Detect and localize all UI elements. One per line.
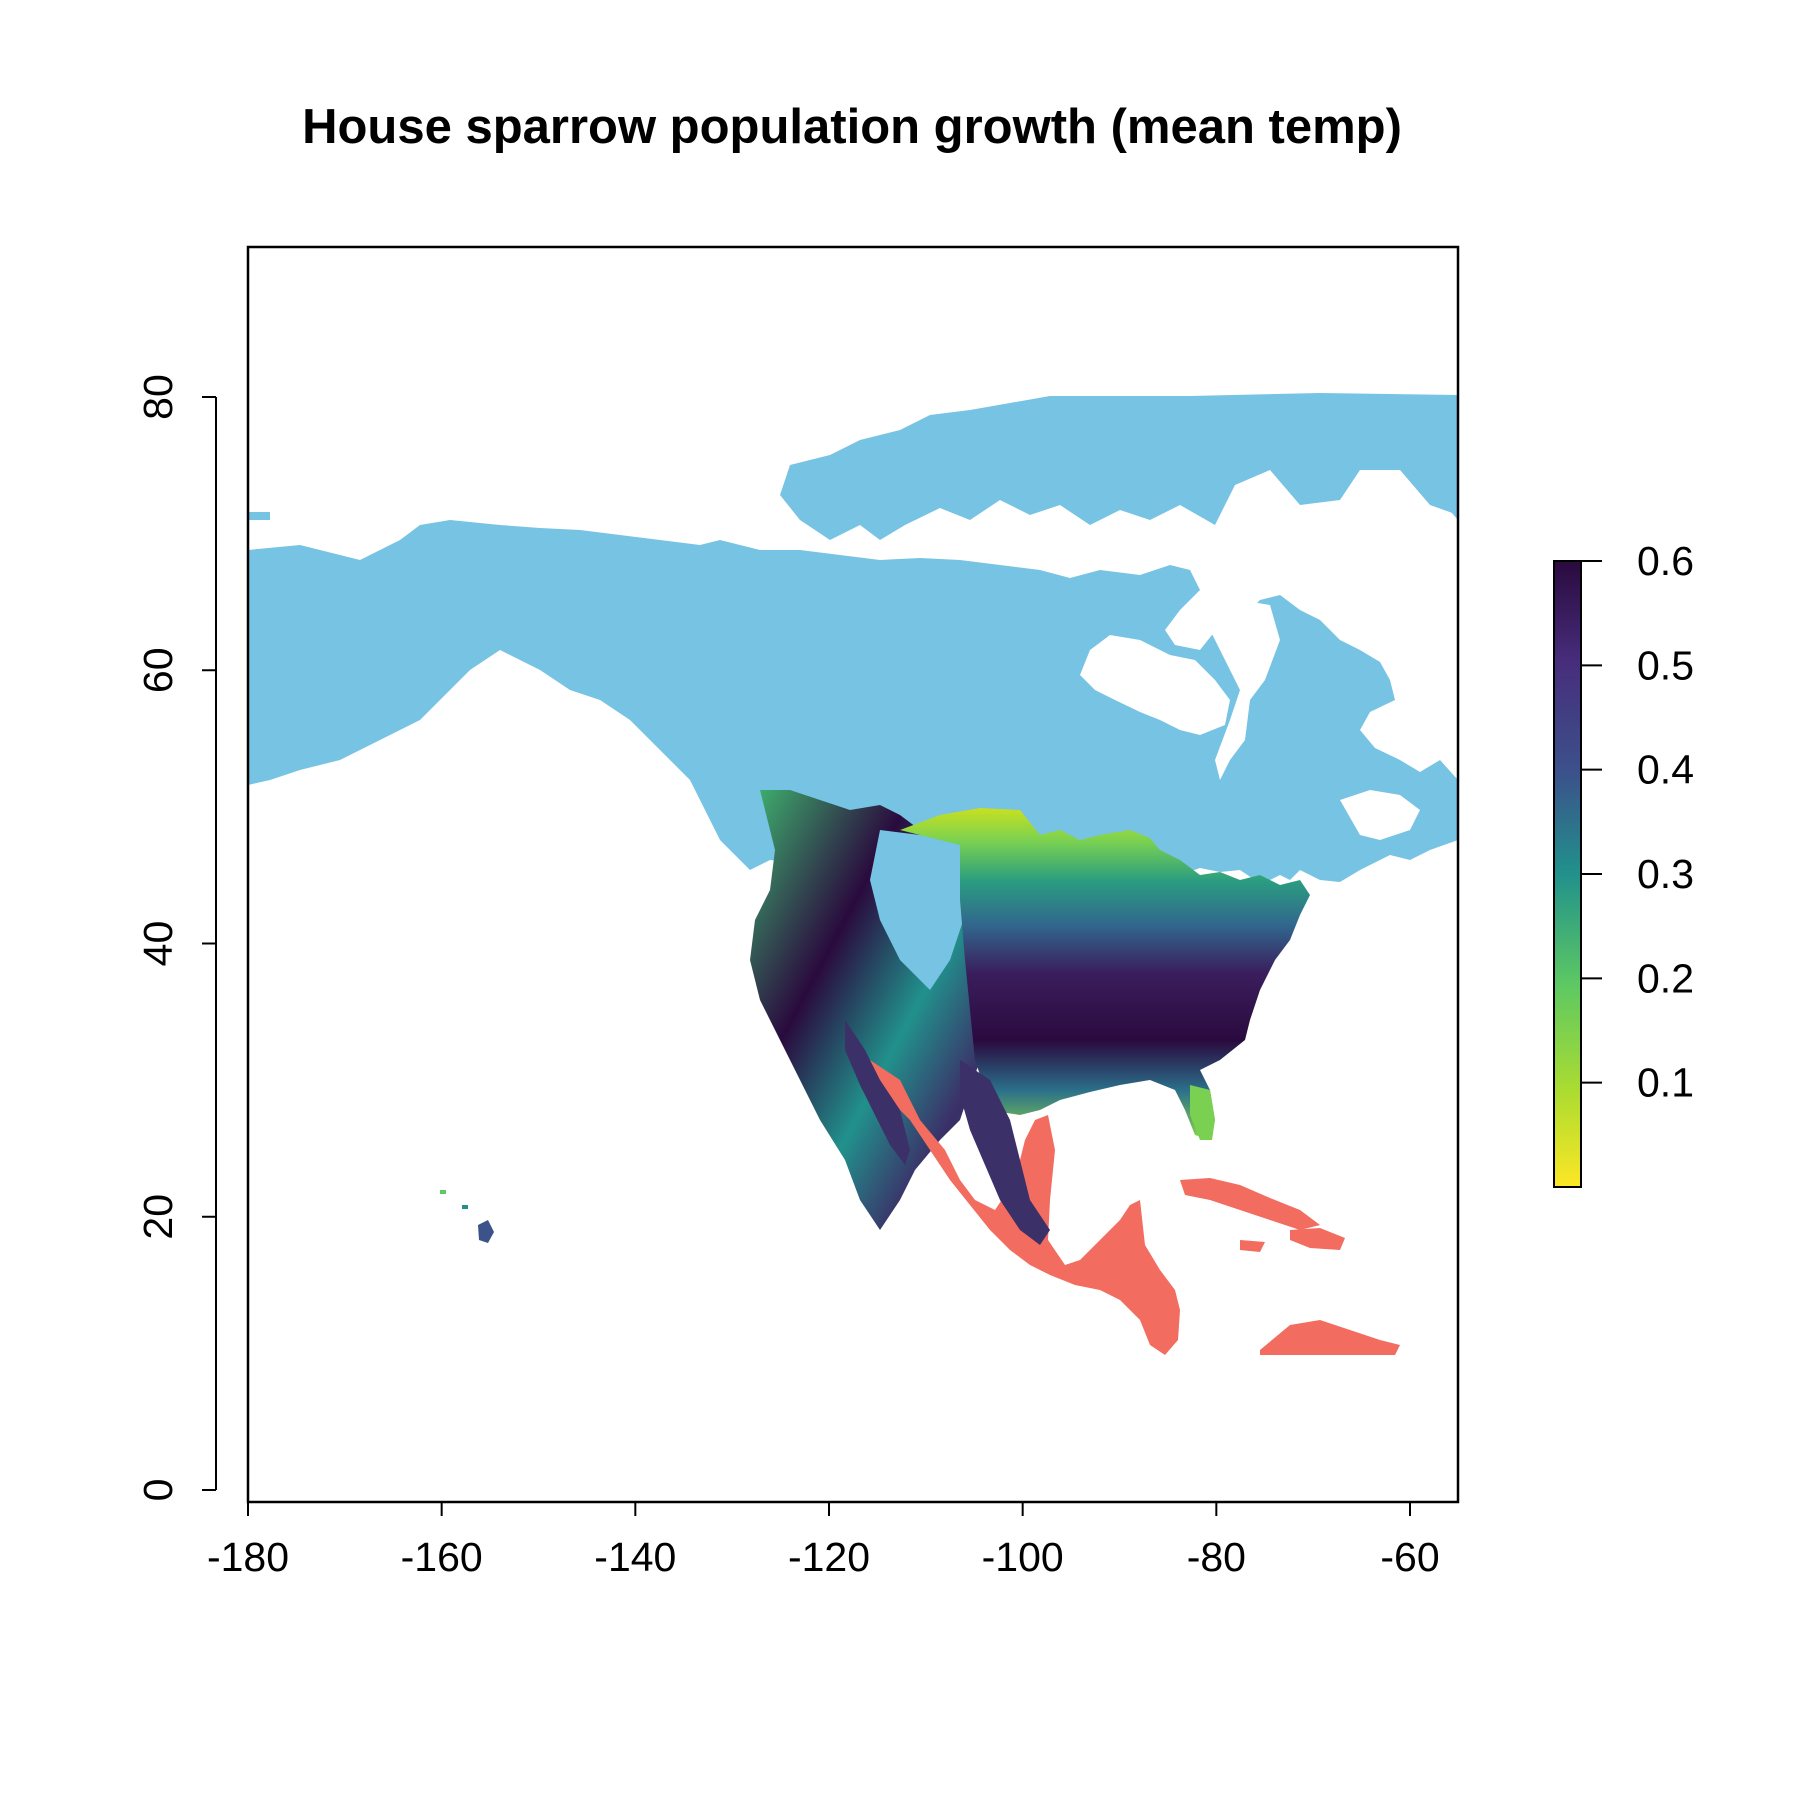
- legend-tick-label: 0.4: [1637, 747, 1694, 793]
- legend-tick-label: 0.1: [1637, 1060, 1694, 1106]
- y-tick-label: 40: [135, 921, 181, 967]
- canada-alaska-landmass: [248, 520, 1458, 900]
- legend-tick-label: 0.6: [1637, 538, 1694, 584]
- colorbar-gradient: [1553, 560, 1582, 1188]
- x-axis: -180 -160 -140 -120 -100 -80 -60: [207, 1501, 1440, 1580]
- south-america-coast: [1260, 1320, 1400, 1355]
- hudson-bay: [1080, 635, 1230, 735]
- y-tick-label: 80: [135, 374, 181, 420]
- legend-colorbar: 0.1 0.2 0.3 0.4 0.5 0.6: [1553, 538, 1694, 1188]
- y-tick-label: 60: [135, 647, 181, 693]
- x-tick-label: -120: [788, 1534, 870, 1580]
- legend-tick-label: 0.3: [1637, 851, 1694, 897]
- chart-title: House sparrow population growth (mean te…: [302, 100, 1402, 154]
- y-tick-label: 20: [135, 1194, 181, 1240]
- legend-tick-label: 0.5: [1637, 642, 1694, 688]
- eastern-us-region: [900, 808, 1310, 1140]
- arctic-islands: [780, 393, 1458, 540]
- x-tick-label: -160: [401, 1534, 483, 1580]
- x-tick-label: -140: [594, 1534, 676, 1580]
- y-axis: 0 20 40 60 80: [135, 374, 217, 1502]
- map-raster: [248, 393, 1458, 1355]
- caribbean-islands: [1180, 1178, 1320, 1230]
- x-tick-label: -100: [982, 1534, 1064, 1580]
- legend-tick-label: 0.2: [1637, 955, 1694, 1001]
- x-tick-label: -80: [1187, 1534, 1246, 1580]
- x-tick-label: -180: [207, 1534, 289, 1580]
- hawaii: [478, 1220, 494, 1243]
- y-tick-label: 0: [135, 1479, 181, 1502]
- x-tick-label: -60: [1380, 1534, 1439, 1580]
